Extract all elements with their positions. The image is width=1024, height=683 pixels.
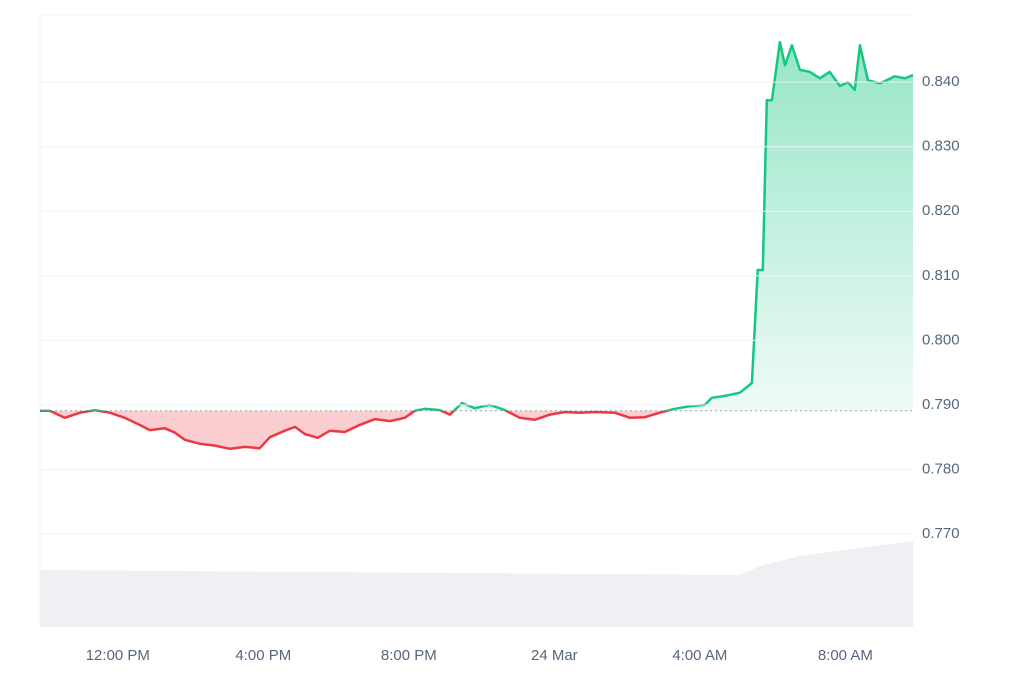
plot-layer [40,40,914,451]
x-tick-label: 8:00 PM [381,647,437,664]
y-tick-label: 0.770 [922,525,960,542]
y-tick-label: 0.790 [922,396,960,413]
x-tick-label: 4:00 PM [235,647,291,664]
y-tick-label: 0.810 [922,267,960,284]
x-tick-label: 8:00 AM [818,647,873,664]
x-tick-label: 24 Mar [531,647,578,664]
y-tick-label: 0.780 [922,460,960,477]
x-tick-label: 12:00 PM [86,647,150,664]
down-area [49,410,668,449]
y-tick-label: 0.800 [922,331,960,348]
volume-area [40,541,913,627]
up-area [40,42,913,411]
price-line-up [40,40,914,411]
y-tick-label: 0.820 [922,202,960,219]
y-tick-label: 0.840 [922,73,960,90]
y-tick-label: 0.830 [922,138,960,155]
x-tick-label: 4:00 AM [672,647,727,664]
price-line-down [40,410,673,451]
